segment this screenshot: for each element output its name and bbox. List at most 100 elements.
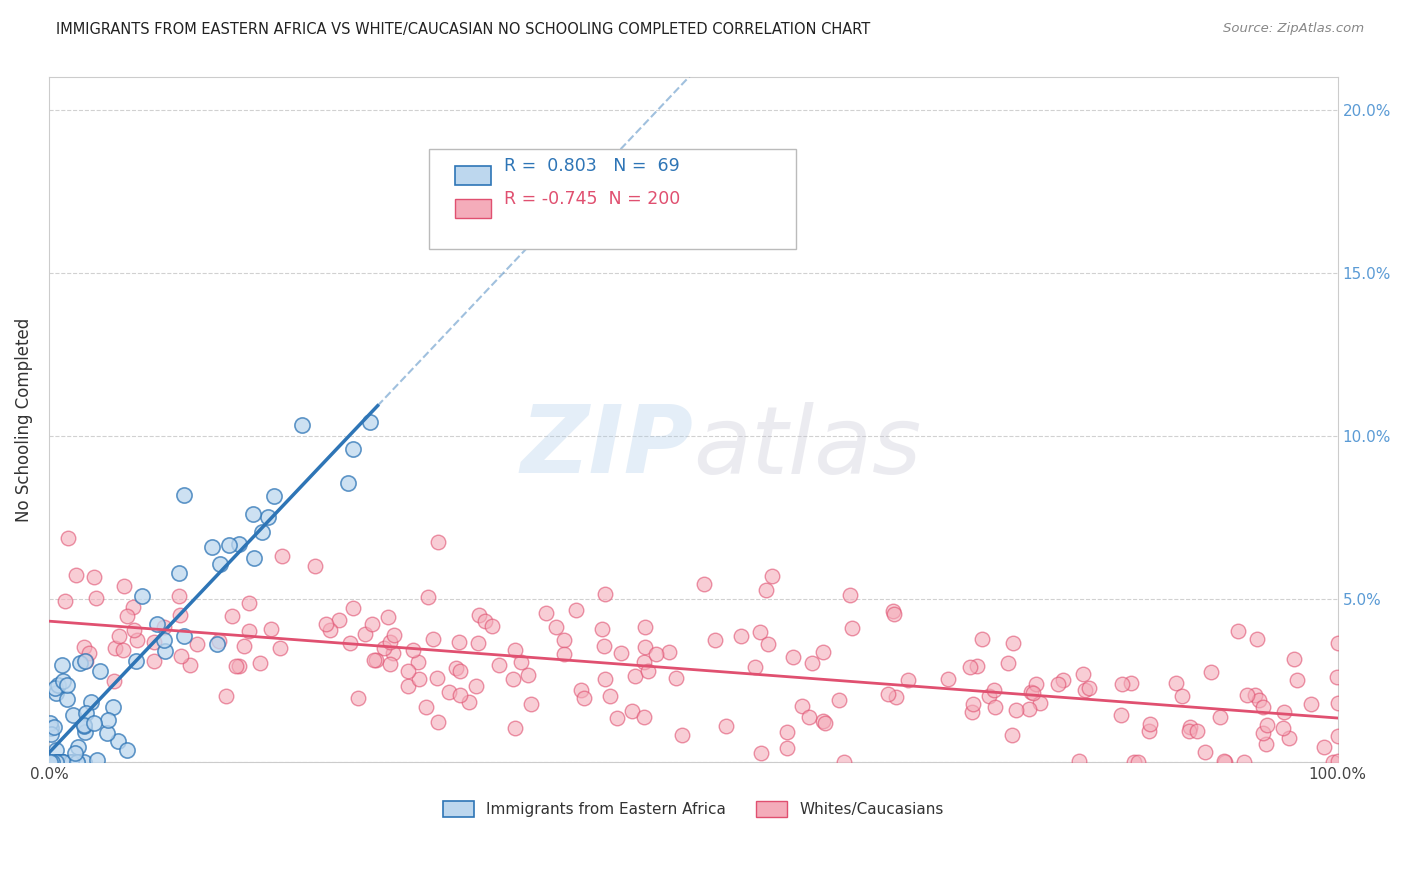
Point	[96, 726, 118, 740]
Point	[112, 643, 135, 657]
Point	[342, 442, 364, 457]
Point	[56, 678, 79, 692]
Point	[1209, 709, 1232, 723]
Point	[544, 620, 567, 634]
Point	[360, 617, 382, 632]
Point	[714, 719, 737, 733]
Point	[755, 583, 778, 598]
Point	[693, 576, 716, 591]
Point	[782, 650, 804, 665]
Point	[1284, 651, 1306, 665]
Point	[997, 657, 1019, 671]
Point	[599, 689, 621, 703]
Point	[1249, 693, 1271, 707]
Point	[1022, 686, 1045, 700]
Point	[39, 721, 62, 735]
Point	[1313, 740, 1336, 755]
Point	[107, 734, 129, 748]
Point	[201, 540, 224, 554]
Point	[73, 719, 96, 733]
Point	[510, 655, 533, 669]
Point	[65, 567, 87, 582]
Point	[1322, 756, 1344, 770]
Point	[1251, 725, 1274, 739]
Point	[516, 667, 538, 681]
Point	[437, 684, 460, 698]
Point	[1046, 677, 1069, 691]
Point	[634, 620, 657, 634]
Point	[186, 637, 208, 651]
Point	[69, 656, 91, 670]
Point	[384, 627, 406, 641]
Point	[1285, 673, 1308, 688]
Point	[52, 673, 75, 688]
Point	[249, 656, 271, 670]
Text: Source: ZipAtlas.com: Source: ZipAtlas.com	[1223, 22, 1364, 36]
Point	[45, 756, 67, 770]
Point	[45, 756, 67, 770]
Point	[121, 600, 143, 615]
Point	[1128, 756, 1150, 770]
Point	[415, 699, 437, 714]
Point	[153, 632, 176, 647]
Point	[593, 672, 616, 686]
Point	[396, 665, 419, 679]
Point	[364, 653, 387, 667]
Point	[882, 604, 904, 618]
Point	[142, 654, 165, 668]
Point	[271, 549, 294, 563]
Point	[838, 588, 860, 602]
Point	[62, 708, 84, 723]
Point	[1166, 676, 1188, 690]
Point	[103, 673, 125, 688]
Point	[89, 664, 111, 678]
Point	[53, 594, 76, 608]
Point	[1177, 724, 1199, 739]
Point	[564, 603, 586, 617]
Point	[238, 596, 260, 610]
Point	[257, 510, 280, 524]
Point	[86, 591, 108, 605]
Point	[232, 639, 254, 653]
Point	[263, 489, 285, 503]
Point	[319, 623, 342, 637]
Point	[1226, 624, 1249, 638]
Point	[125, 654, 148, 668]
Point	[38, 756, 60, 770]
Legend: Immigrants from Eastern Africa, Whites/Caucasians: Immigrants from Eastern Africa, Whites/C…	[437, 795, 949, 823]
Point	[458, 695, 481, 709]
Point	[488, 658, 510, 673]
Point	[761, 569, 783, 583]
Point	[359, 415, 381, 429]
Point	[242, 507, 264, 521]
Point	[776, 741, 799, 756]
Point	[1236, 689, 1258, 703]
Point	[983, 682, 1005, 697]
Point	[377, 610, 399, 624]
Point	[152, 620, 174, 634]
Point	[51, 657, 73, 672]
Point	[553, 632, 575, 647]
Point	[444, 661, 467, 675]
Point	[104, 640, 127, 655]
Point	[877, 687, 900, 701]
Text: R =  0.803   N =  69: R = 0.803 N = 69	[503, 157, 679, 176]
Point	[756, 637, 779, 651]
Point	[751, 746, 773, 760]
Point	[776, 725, 799, 739]
Point	[1251, 700, 1274, 714]
Point	[536, 606, 558, 620]
Point	[146, 616, 169, 631]
Point	[218, 538, 240, 552]
Point	[408, 655, 430, 669]
Point	[1299, 697, 1322, 711]
Point	[155, 644, 177, 658]
Point	[75, 706, 97, 720]
Point	[936, 672, 959, 686]
Point	[1123, 756, 1146, 770]
Point	[449, 635, 471, 649]
Point	[797, 710, 820, 724]
Point	[42, 720, 65, 734]
Point	[1272, 706, 1295, 720]
Point	[801, 656, 824, 670]
